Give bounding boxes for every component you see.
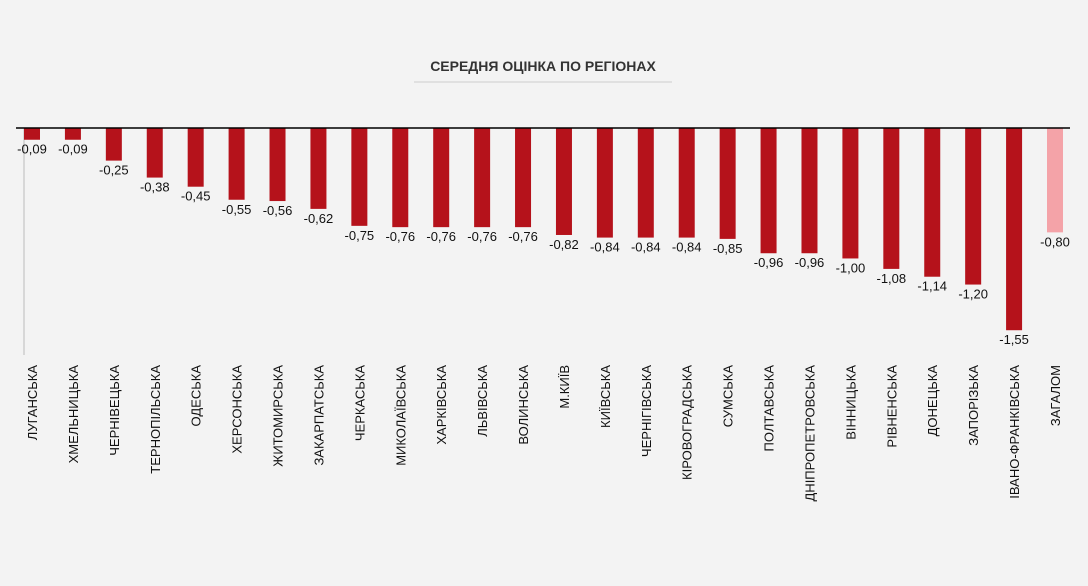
bar — [228, 128, 245, 200]
value-label: -1,08 — [876, 271, 906, 286]
value-label: -0,25 — [99, 163, 129, 178]
value-label: -1,00 — [836, 260, 866, 275]
bar — [187, 128, 204, 187]
value-label: -0,76 — [508, 229, 538, 244]
value-label: -1,14 — [917, 279, 947, 294]
bar — [351, 128, 368, 226]
value-label: -0,80 — [1040, 234, 1070, 249]
value-label: -0,76 — [426, 229, 456, 244]
bar — [678, 128, 695, 238]
value-label: -0,96 — [795, 255, 825, 270]
bar — [310, 128, 327, 209]
bar — [965, 128, 982, 285]
x-tick-label: ДНІПРОПЕТРОВСЬКА — [802, 365, 817, 502]
x-tick-label: КІРОВОГРАДСЬКА — [680, 365, 695, 480]
x-tick-label: ЗАГАЛОМ — [1048, 365, 1063, 426]
value-label: -0,76 — [385, 229, 415, 244]
value-label: -0,45 — [181, 189, 211, 204]
x-tick-label: ХМЕЛЬНИЦЬКА — [66, 365, 81, 464]
x-tick-label: ЧЕРНІГІВСЬКА — [639, 365, 654, 457]
bar — [515, 128, 532, 228]
value-label: -0,09 — [17, 142, 47, 157]
x-tick-label: ЗАКАРПАТСЬКА — [311, 365, 326, 466]
bar — [1047, 128, 1063, 233]
x-tick-label: ХАРКІВСЬКА — [434, 365, 449, 445]
bar — [842, 128, 859, 259]
x-tick-label: ОДЕСЬКА — [189, 365, 204, 427]
x-tick-label: ЛЬВІВСЬКА — [475, 365, 490, 437]
bar — [64, 128, 81, 140]
bar — [105, 128, 122, 161]
value-label: -0,82 — [549, 237, 579, 252]
x-tick-label: ЧЕРНІВЕЦЬКА — [107, 365, 122, 456]
bar — [269, 128, 286, 202]
x-tick-label: РІВНЕНСЬКА — [884, 365, 899, 448]
x-tick-label: ЖИТОМИРСЬКА — [271, 365, 286, 467]
x-tick-label: ЛУГАНСЬКА — [25, 365, 40, 441]
bar — [474, 128, 491, 228]
value-label: -0,84 — [672, 240, 702, 255]
bar — [883, 128, 900, 269]
value-label: -0,09 — [58, 142, 88, 157]
x-tick-label: МИКОЛАЇВСЬКА — [393, 365, 408, 466]
x-tick-label: ЗАПОРІЗЬКА — [966, 365, 981, 446]
value-label: -0,96 — [754, 255, 784, 270]
bar — [1006, 128, 1023, 331]
value-label: -0,84 — [590, 240, 620, 255]
bar — [924, 128, 941, 277]
value-label: -0,55 — [222, 202, 252, 217]
bar — [719, 128, 736, 239]
x-tick-label: ІВАНО-ФРАНКІВСЬКА — [1007, 365, 1022, 499]
bar — [555, 128, 572, 235]
x-tick-label: ВІННИЦЬКА — [843, 365, 858, 440]
value-label: -0,85 — [713, 241, 743, 256]
bar — [596, 128, 613, 238]
x-tick-label: ВОЛИНСЬКА — [516, 365, 531, 445]
x-tick-label: М.КИЇВ — [557, 365, 572, 409]
x-tick-label: ТЕРНОПІЛЬСЬКА — [148, 365, 163, 474]
value-label: -0,76 — [467, 229, 497, 244]
x-tick-label: КИЇВСЬКА — [598, 365, 613, 428]
bar — [637, 128, 654, 238]
value-label: -0,62 — [304, 211, 334, 226]
bar — [433, 128, 450, 228]
value-label: -0,84 — [631, 240, 661, 255]
x-tick-label: ПОЛТАВСЬКА — [762, 365, 777, 452]
value-label: -0,56 — [263, 203, 293, 218]
bar — [760, 128, 777, 254]
value-label: -1,55 — [999, 332, 1029, 347]
x-tick-label: ЧЕРКАСЬКА — [352, 365, 367, 441]
bar — [146, 128, 163, 178]
bar — [801, 128, 818, 254]
value-label: -1,20 — [958, 287, 988, 302]
bar — [24, 128, 40, 140]
chart-title: СЕРЕДНЯ ОЦІНКА ПО РЕГІОНАХ — [430, 58, 656, 74]
x-tick-label: ХЕРСОНСЬКА — [230, 365, 245, 454]
value-label: -0,75 — [345, 228, 375, 243]
bar — [392, 128, 409, 228]
x-tick-label: СУМСЬКА — [721, 365, 736, 428]
value-label: -0,38 — [140, 180, 170, 195]
x-tick-label: ДОНЕЦЬКА — [925, 365, 940, 437]
